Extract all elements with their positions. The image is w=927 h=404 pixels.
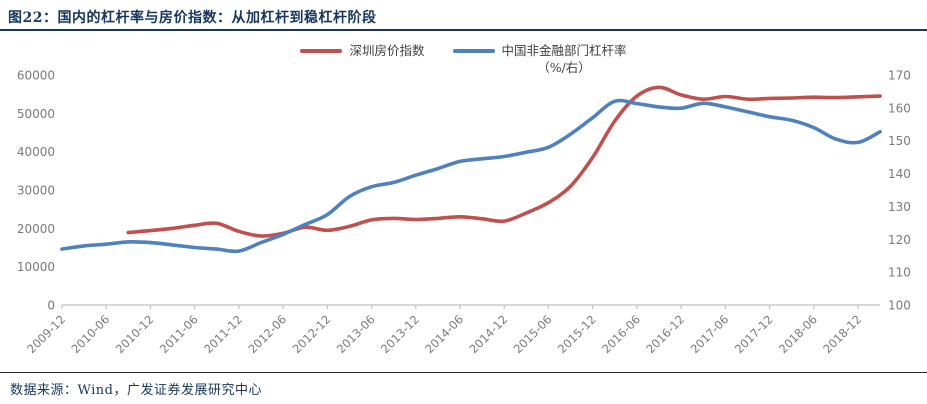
- x-tick-label: 2015-12: [555, 312, 599, 356]
- x-tick-label: 2014-06: [422, 312, 466, 356]
- y-right-tick-label: 100: [888, 299, 911, 313]
- data-source: 数据来源：Wind，广发证券发展研究中心: [10, 383, 262, 398]
- y-left-tick-label: 0: [47, 299, 55, 313]
- x-tick-label: 2014-12: [466, 312, 510, 356]
- y-left-tick-label: 20000: [17, 222, 55, 236]
- footer-rule: [0, 372, 927, 373]
- y-right-tick-label: 150: [888, 134, 911, 148]
- title-underline: [0, 29, 927, 31]
- x-tick-label: 2015-06: [511, 312, 555, 356]
- y-right-tick-label: 120: [888, 233, 911, 247]
- x-tick-label: 2018-12: [820, 312, 864, 356]
- x-tick-label: 2010-12: [113, 312, 157, 356]
- y-left-tick-label: 40000: [17, 145, 55, 159]
- x-tick-label: 2010-06: [68, 312, 112, 356]
- series-line-leverage-ratio: [60, 98, 882, 254]
- x-tick-label: 2011-06: [157, 312, 201, 356]
- x-tick-label: 2009-12: [24, 312, 68, 356]
- x-tick-label: 2013-06: [334, 312, 378, 356]
- x-tick-label: 2016-12: [643, 312, 687, 356]
- x-tick-label: 2012-06: [245, 312, 289, 356]
- y-right-tick-label: 170: [888, 69, 911, 83]
- chart-title: 图22：国内的杠杆率与房价指数：从加杠杆到稳杠杆阶段: [8, 10, 377, 26]
- y-right-tick-label: 110: [888, 266, 911, 280]
- x-tick-label: 2017-12: [732, 312, 776, 356]
- y-left-tick-label: 10000: [17, 260, 55, 274]
- y-right-tick-label: 140: [888, 167, 911, 181]
- x-tick-label: 2017-06: [688, 312, 732, 356]
- x-tick-label: 2013-12: [378, 312, 422, 356]
- x-tick-label: 2018-06: [776, 312, 820, 356]
- y-left-tick-label: 50000: [17, 107, 55, 121]
- x-tick-label: 2011-12: [201, 312, 245, 356]
- series-line-shenzhen-price: [126, 85, 882, 238]
- y-left-tick-label: 30000: [17, 184, 55, 198]
- x-tick-label: 2016-06: [599, 312, 643, 356]
- y-right-tick-label: 160: [888, 101, 911, 115]
- y-right-tick-label: 130: [888, 200, 911, 214]
- x-tick-label: 2012-12: [290, 312, 334, 356]
- y-left-tick-label: 60000: [17, 69, 55, 83]
